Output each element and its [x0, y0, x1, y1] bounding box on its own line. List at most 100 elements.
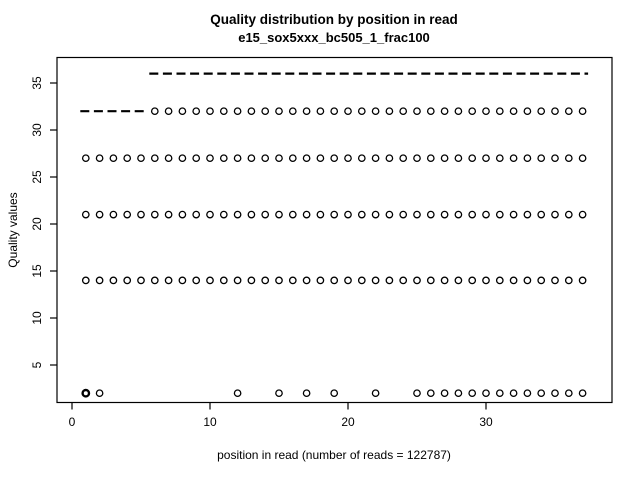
quality-point [537, 389, 546, 398]
quality-point [219, 210, 228, 219]
quality-point [509, 276, 518, 285]
quality-point [357, 210, 366, 219]
quality-point [371, 389, 380, 398]
quality-point [440, 210, 449, 219]
quality-point [564, 107, 573, 116]
quality-point [454, 210, 463, 219]
y-tick-label: 35 [30, 76, 44, 90]
quality-point [440, 276, 449, 285]
quality-point [192, 276, 201, 285]
quality-point [537, 154, 546, 163]
quality-point [344, 210, 352, 219]
quality-point [81, 276, 90, 285]
quality-point [468, 389, 477, 398]
quality-point [150, 210, 159, 219]
quality-point [302, 107, 311, 116]
quality-point [330, 210, 339, 219]
quality-point [399, 107, 408, 116]
x-tick-label: 10 [203, 415, 217, 429]
quality-point [357, 154, 366, 163]
quality-point [137, 154, 145, 163]
quality-point [523, 389, 532, 398]
quality-point [275, 107, 283, 116]
quality-point [233, 107, 242, 116]
quality-point [537, 276, 546, 285]
y-tick-label: 10 [30, 311, 44, 325]
quality-point [426, 154, 435, 163]
quality-point [192, 154, 201, 163]
quality-point [371, 210, 380, 219]
quality-point [219, 107, 228, 116]
quality-point [178, 107, 187, 116]
quality-point [164, 276, 173, 285]
quality-point [247, 210, 256, 219]
quality-point [95, 210, 104, 219]
quality-point [509, 154, 518, 163]
quality-point [150, 154, 159, 163]
quality-point [440, 154, 449, 163]
quality-point [440, 107, 449, 116]
quality-point [523, 107, 532, 116]
chart-title: Quality distribution by position in read [210, 12, 458, 27]
quality-point [495, 154, 504, 163]
quality-point [578, 210, 587, 219]
quality-point [275, 276, 283, 285]
quality-point [275, 389, 283, 398]
quality-point [385, 276, 394, 285]
quality-point [551, 107, 559, 116]
quality-point [302, 154, 311, 163]
quality-point [564, 210, 573, 219]
quality-point [357, 276, 366, 285]
quality-point [275, 154, 283, 163]
quality-point [468, 276, 477, 285]
quality-point [440, 389, 449, 398]
quality-point [523, 154, 532, 163]
quality-point [371, 107, 380, 116]
quality-point [178, 276, 187, 285]
quality-point [495, 210, 504, 219]
quality-point [233, 154, 242, 163]
quality-point [482, 107, 490, 116]
quality-point [261, 154, 270, 163]
quality-point [399, 154, 408, 163]
quality-point [344, 276, 352, 285]
quality-point [206, 276, 214, 285]
quality-point [288, 210, 297, 219]
quality-point [426, 107, 435, 116]
quality-point [564, 154, 573, 163]
quality-point [344, 107, 352, 116]
quality-point [385, 107, 394, 116]
quality-point [95, 389, 104, 398]
quality-point [454, 107, 463, 116]
quality-point [330, 154, 339, 163]
quality-point [468, 210, 477, 219]
quality-point [385, 210, 394, 219]
quality-point [164, 154, 173, 163]
quality-point [344, 154, 352, 163]
y-axis-label: Quality values [6, 192, 20, 267]
quality-point [509, 389, 518, 398]
quality-point [288, 276, 297, 285]
quality-point [178, 154, 187, 163]
quality-point [316, 276, 325, 285]
y-tick-label: 30 [30, 123, 44, 137]
quality-point [357, 107, 366, 116]
quality-point [385, 154, 394, 163]
quality-point [123, 154, 132, 163]
quality-point [109, 276, 118, 285]
quality-point [537, 107, 546, 116]
quality-point [192, 107, 201, 116]
quality-point [302, 276, 311, 285]
quality-point [206, 107, 214, 116]
quality-point [261, 210, 270, 219]
quality-point [371, 154, 380, 163]
quality-point [206, 210, 214, 219]
quality-point [178, 210, 187, 219]
quality-point [578, 154, 587, 163]
quality-point [150, 107, 159, 116]
quality-point [164, 107, 173, 116]
quality-point [413, 107, 421, 116]
quality-point [509, 210, 518, 219]
quality-point [233, 210, 242, 219]
